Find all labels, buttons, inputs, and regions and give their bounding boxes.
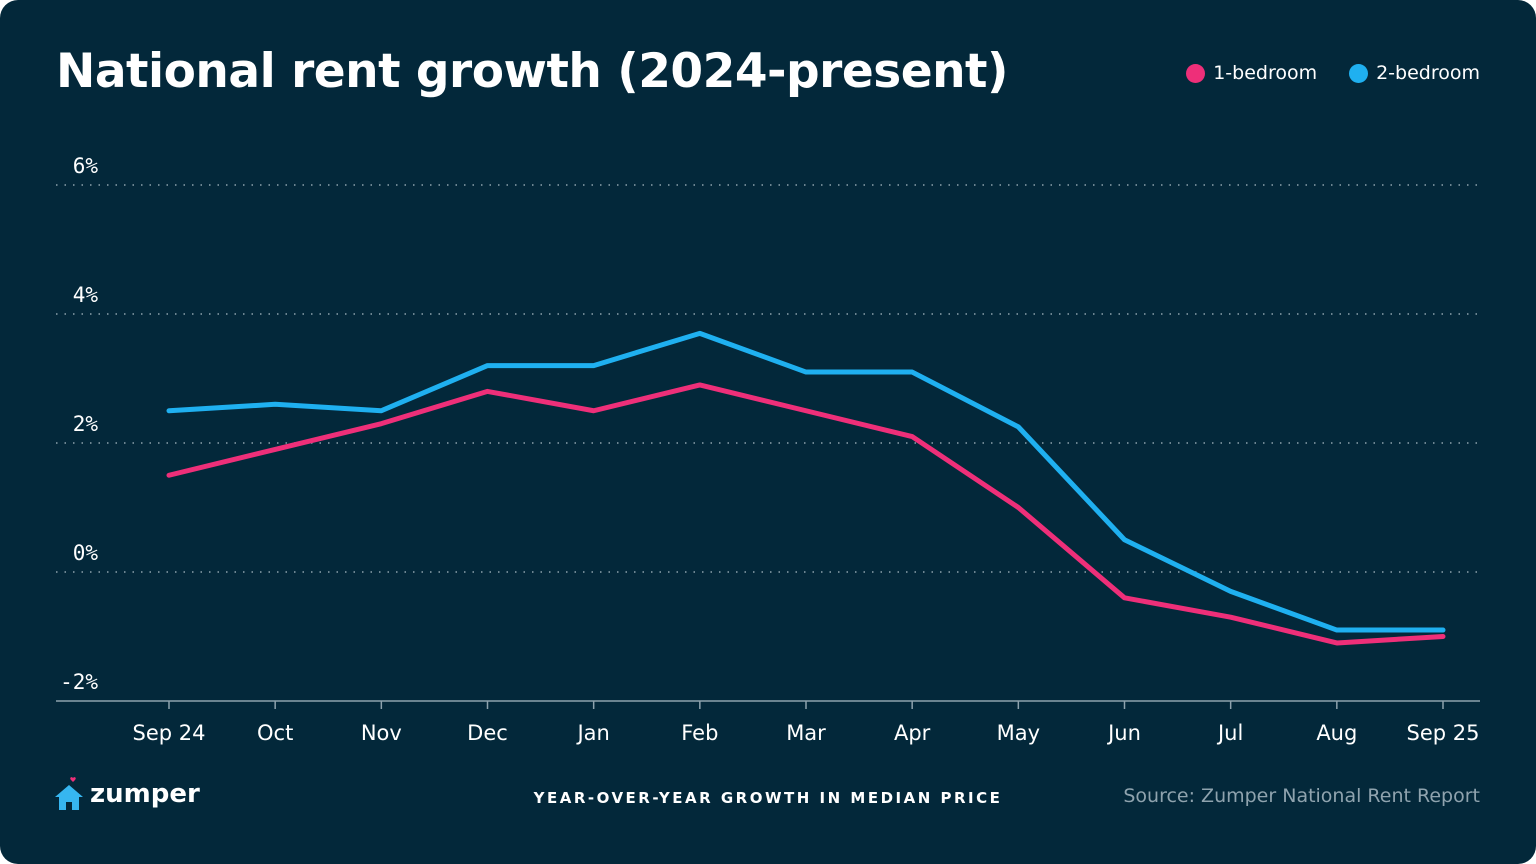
y-tick-label: 4% [73, 283, 99, 307]
y-tick-label: -2% [60, 670, 98, 694]
x-tick-label: Dec [467, 721, 508, 745]
chart-title: National rent growth (2024-present) [56, 44, 1009, 99]
y-tick-label: 6% [73, 154, 99, 178]
x-tick-label: Apr [894, 721, 931, 745]
legend-item-1-bedroom: 1-bedroom [1186, 62, 1317, 84]
x-tick-label: Feb [681, 721, 718, 745]
x-tick-label: Jul [1216, 721, 1243, 745]
x-tick-label: May [997, 721, 1040, 745]
x-tick-label: Sep 24 [133, 721, 206, 745]
x-tick-label: Oct [257, 721, 293, 745]
legend-dot-blue-icon [1349, 63, 1369, 83]
x-tick-label: Jun [1106, 721, 1141, 745]
x-tick-label: Nov [361, 721, 402, 745]
x-axis-label: YEAR-OVER-YEAR GROWTH IN MEDIAN PRICE [533, 789, 1003, 807]
source-note: Source: Zumper National Rent Report [1123, 785, 1480, 807]
legend-label: 2-bedroom [1376, 62, 1480, 84]
x-tick-label: Jan [575, 721, 609, 745]
legend-item-2-bedroom: 2-bedroom [1349, 62, 1480, 84]
series-line-2-bedroom [166, 330, 1446, 633]
legend-label: 1-bedroom [1213, 62, 1318, 84]
y-tick-label: 0% [73, 541, 99, 565]
brand-name: zumper [90, 779, 200, 809]
legend-dot-pink-icon [1186, 63, 1206, 83]
legend: 1-bedroom 2-bedroom [1186, 62, 1480, 84]
zumper-logo: zumper [54, 776, 200, 812]
y-tick-label: 2% [73, 412, 99, 436]
x-tick-label: Sep 25 [1407, 721, 1480, 745]
x-tick-label: Aug [1316, 721, 1357, 745]
series-line-1-bedroom [166, 382, 1446, 646]
x-tick-label: Mar [786, 721, 826, 745]
house-with-heart-icon [55, 777, 83, 810]
